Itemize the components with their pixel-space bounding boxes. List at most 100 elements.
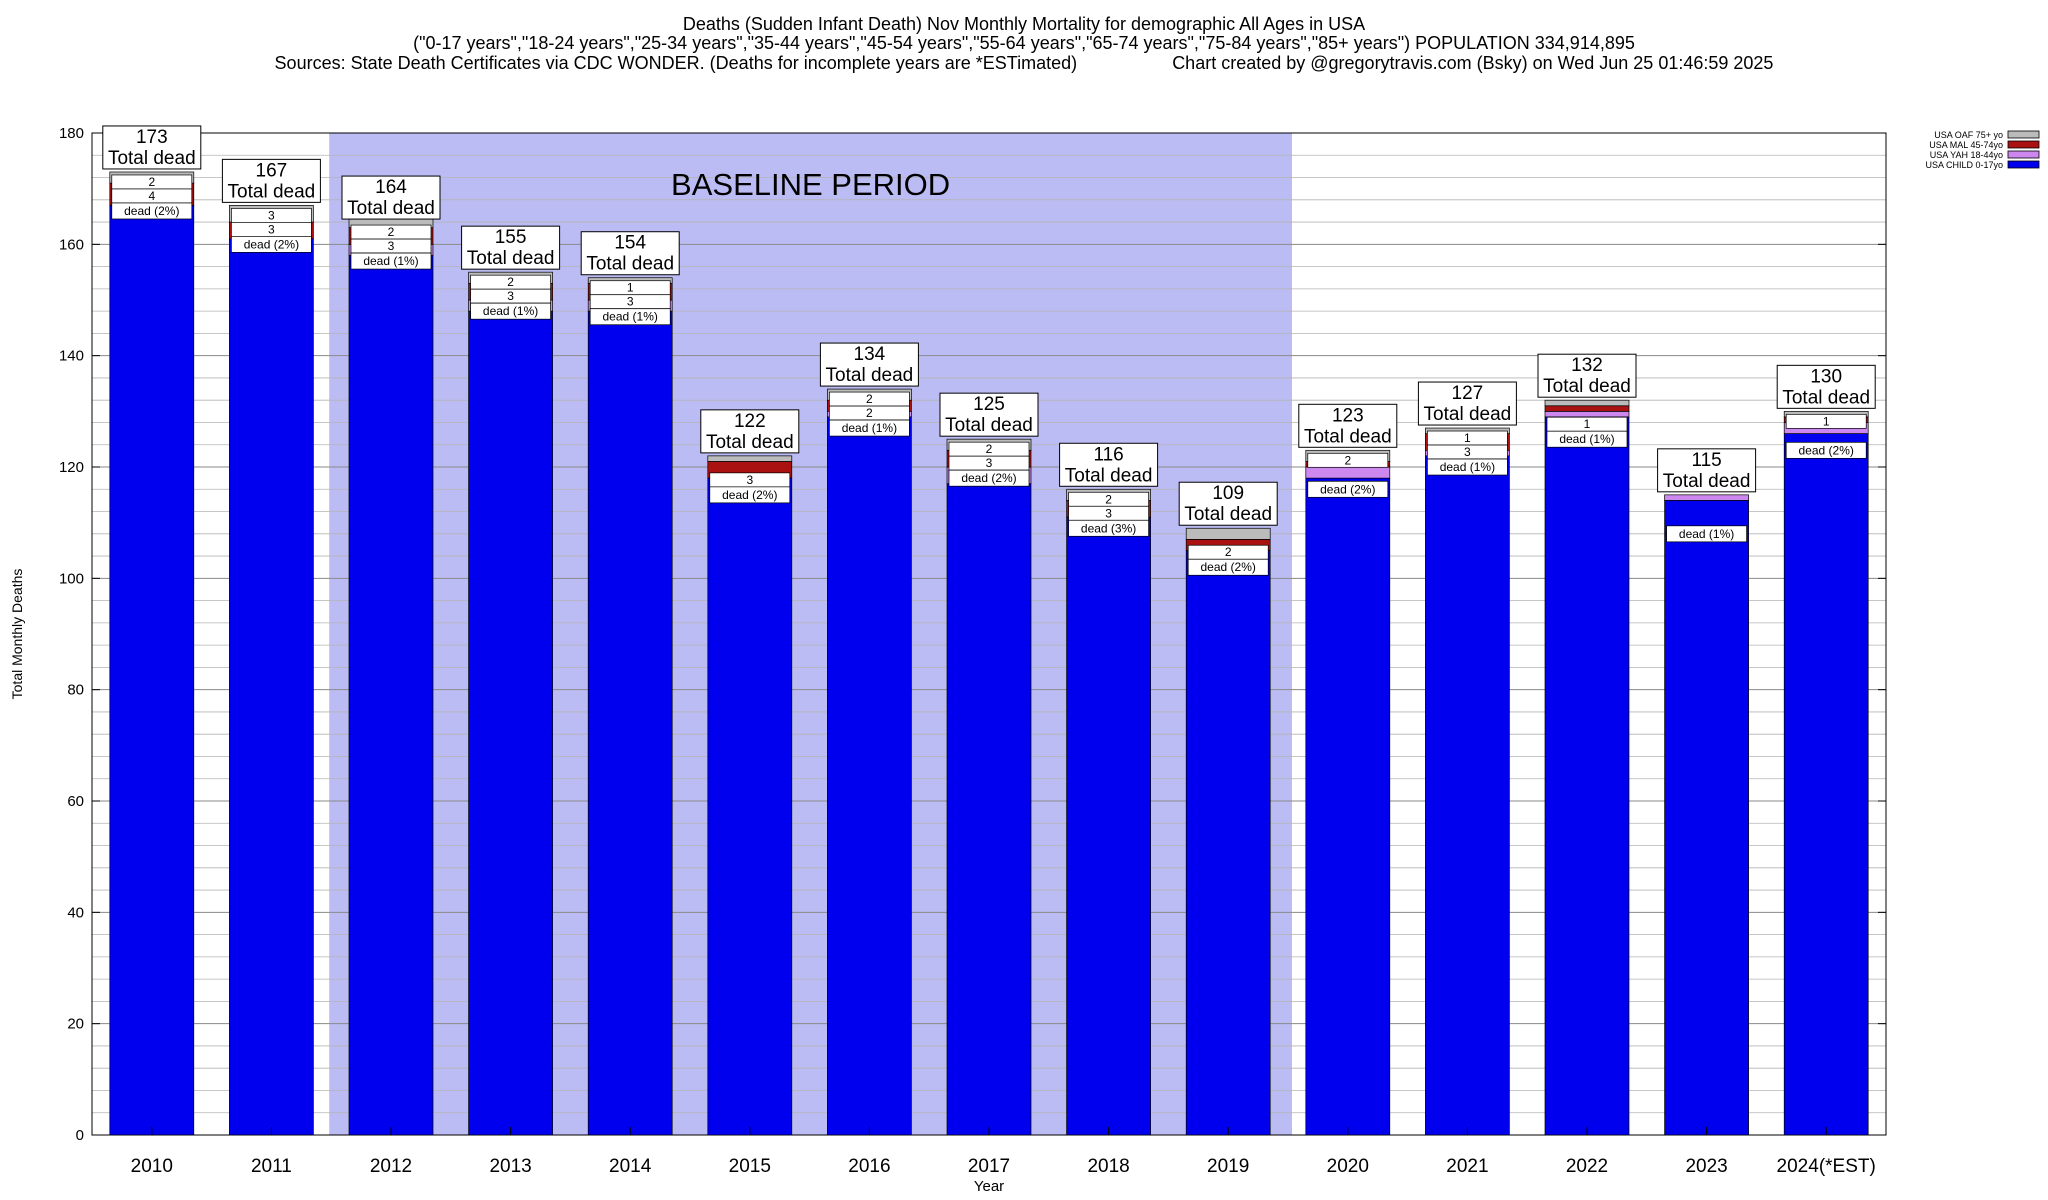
total-dead-text: Total dead [1663, 471, 1751, 492]
total-value-label: 123 [1332, 405, 1364, 426]
total-dead-frame [1417, 381, 1517, 426]
total-dead-text: Total dead [826, 365, 914, 386]
segment-count-label: 2 [148, 175, 155, 189]
segment-count-label: 3 [746, 473, 753, 487]
dead-percent-label: dead (1%) [603, 310, 658, 324]
segment-count-label: 2 [866, 392, 873, 406]
dead-percent-frame [1666, 525, 1747, 543]
segment-count-label: 2 [866, 406, 873, 420]
sources-text: Sources: State Death Certificates via CD… [274, 53, 1078, 73]
x-tick-label: 2019 [1207, 1156, 1249, 1177]
segment-count-label: 3 [268, 208, 275, 222]
credit-text: Chart created by @gregorytravis.com (Bsk… [1172, 53, 1774, 73]
segment-labels: 233dead (2%) [948, 441, 1030, 487]
dead-percent-label: dead (1%) [842, 421, 897, 435]
total-dead-text: Total dead [945, 415, 1033, 436]
total-dead-frame [1178, 481, 1278, 526]
dead-percent-frame [350, 252, 432, 270]
dead-percent-frame [231, 236, 312, 253]
dead-percent-label: dead (2%) [722, 488, 777, 502]
total-value-label: 125 [973, 394, 1005, 415]
total-dead-text: Total dead [108, 148, 196, 169]
total-value-label: 173 [136, 127, 168, 148]
total-value-label: 134 [854, 344, 886, 365]
x-tick-label: 2017 [968, 1156, 1010, 1177]
bar-segment-child [1783, 433, 1869, 1136]
dead-percent-frame [948, 469, 1030, 487]
segment-count-label: 3 [388, 239, 395, 253]
legend-label-child: USA CHILD 0-17yo [1925, 160, 2003, 170]
dead-percent-label: dead (1%) [1559, 432, 1614, 446]
total-dead-frame [819, 342, 919, 387]
bar-segment-oaf [1544, 399, 1630, 407]
dead-percent-frame [589, 308, 671, 326]
legend-swatch-oaf [2007, 130, 2040, 139]
bar-segment-child [707, 477, 793, 1136]
total-value-label: 109 [1212, 483, 1244, 504]
segment-count-label: 2 [507, 275, 514, 289]
total-dead-text: Total dead [1304, 426, 1392, 447]
dead-percent-frame [1307, 480, 1389, 498]
total-dead-frame [1298, 403, 1398, 448]
total-dead-text: Total dead [1543, 376, 1631, 397]
dead-percent-frame [829, 419, 910, 437]
total-dead-frame [102, 125, 202, 170]
segment-labels: 12dead (2%) [1785, 413, 1867, 459]
dead-percent-label: dead (2%) [1320, 482, 1375, 496]
dead-percent-frame [709, 486, 791, 504]
y-tick-label: 0 [76, 1127, 84, 1144]
dead-percent-frame [1546, 430, 1628, 448]
total-dead-frame [341, 175, 441, 220]
x-tick-label: 2023 [1685, 1156, 1727, 1177]
bar-segment-child [1185, 550, 1271, 1136]
total-dead-text: Total dead [467, 248, 555, 269]
total-value-label: 164 [375, 177, 407, 198]
y-tick-label: 40 [67, 904, 84, 921]
segment-count-label: 3 [507, 289, 514, 303]
y-tick-label: 20 [67, 1016, 84, 1033]
segment-labels: 132dead (1%) [589, 280, 671, 326]
x-tick-label: 2021 [1446, 1156, 1488, 1177]
total-dead-frame [1776, 364, 1876, 409]
total-dead-frame [461, 225, 561, 270]
x-axis-title: Year [974, 1178, 1004, 1195]
bar-segment-child [348, 255, 434, 1136]
segment-labels: 232dead (1%) [470, 274, 551, 320]
baseline-label: BASELINE PERIOD [671, 167, 950, 202]
bar-segment-mal [1544, 405, 1630, 412]
segment-count-label: 3 [1105, 506, 1112, 520]
total-value-label: 122 [734, 411, 766, 432]
x-tick-label: 2013 [489, 1156, 531, 1177]
segment-labels: 232dead (1%) [350, 224, 432, 270]
total-dead-text: Total dead [1184, 504, 1272, 525]
segment-labels: 221dead (1%) [829, 391, 910, 437]
bar-segment-oaf [707, 455, 793, 462]
segment-count-label: 1 [1464, 431, 1471, 445]
total-dead-frame [1657, 448, 1757, 493]
